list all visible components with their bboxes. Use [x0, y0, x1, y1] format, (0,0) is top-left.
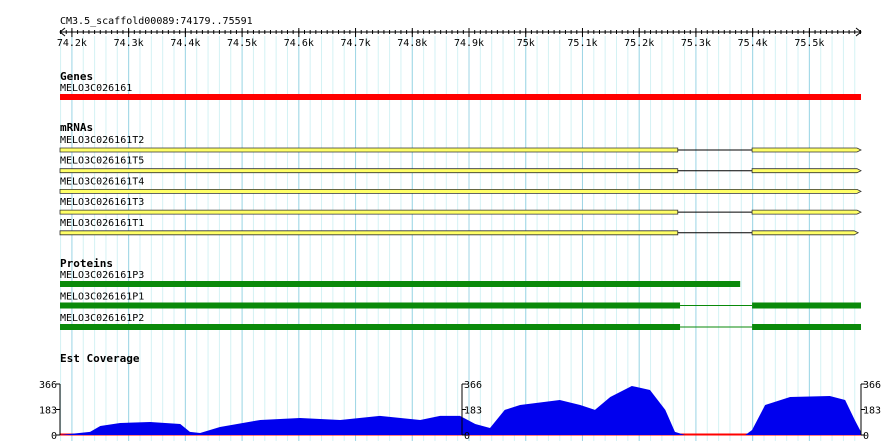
exon-bar — [59, 189, 862, 194]
track-label: Est Coverage — [60, 352, 140, 365]
coverage-tick-label: 0 — [863, 431, 869, 441]
coverage-tick-label: 366 — [863, 380, 881, 391]
coverage-area — [60, 385, 861, 435]
protein-bar — [752, 324, 861, 330]
ruler-label: 75.5k — [794, 38, 824, 49]
region-title: CM3.5_scaffold00089:74179..75591 — [60, 16, 253, 27]
ruler-arrow — [59, 27, 862, 37]
coverage-tick-label: 366 — [39, 380, 57, 391]
ruler-label: 74.9k — [454, 38, 484, 49]
feature-name: MELO3C026161T2 — [60, 135, 144, 146]
exon-bar — [751, 168, 862, 174]
coverage-tick-label: 366 — [464, 380, 482, 391]
protein-bar — [60, 324, 681, 330]
protein-bar — [60, 281, 741, 287]
exon-bar — [751, 230, 860, 236]
ruler-label: 74.4k — [170, 38, 200, 49]
exon-bar — [59, 209, 679, 215]
coverage-tick-label: 0 — [464, 431, 470, 441]
feature-name: MELO3C026161P2 — [60, 313, 144, 324]
ruler-label: 74.3k — [114, 38, 144, 49]
track-label: Proteins — [60, 257, 113, 270]
gene-bar — [60, 94, 861, 100]
exon-bar — [59, 230, 679, 236]
coverage-tick-label: 183 — [863, 406, 881, 417]
track-label: mRNAs — [60, 121, 93, 134]
ruler-label: 75k — [517, 38, 535, 49]
ruler-label: 75.4k — [738, 38, 768, 49]
feature-name: MELO3C026161 — [60, 83, 132, 94]
ruler-label: 75.3k — [681, 38, 711, 49]
ruler-label: 74.2k — [57, 38, 87, 49]
ruler-label: 74.5k — [227, 38, 257, 49]
exon-bar — [59, 168, 679, 174]
exon-bar — [751, 209, 862, 215]
protein-bar — [60, 302, 681, 309]
exon-bar — [751, 147, 862, 153]
protein-bar — [752, 302, 861, 309]
feature-name: MELO3C026161P3 — [60, 270, 144, 281]
feature-name: MELO3C026161P1 — [60, 292, 144, 303]
feature-name: MELO3C026161T4 — [60, 176, 144, 187]
coverage-tick-label: 183 — [39, 406, 57, 417]
track-label: Genes — [60, 70, 93, 83]
exon-bar — [59, 147, 679, 153]
ruler-label: 75.1k — [567, 38, 597, 49]
ruler-label: 74.8k — [397, 38, 427, 49]
ruler-label: 74.6k — [284, 38, 314, 49]
ruler-label: 74.7k — [340, 38, 370, 49]
feature-name: MELO3C026161T1 — [60, 218, 144, 229]
feature-name: MELO3C026161T3 — [60, 197, 144, 208]
coverage-tick-label: 0 — [51, 431, 57, 441]
ruler-label: 75.2k — [624, 38, 654, 49]
coverage-tick-label: 183 — [464, 406, 482, 417]
feature-name: MELO3C026161T5 — [60, 156, 144, 167]
